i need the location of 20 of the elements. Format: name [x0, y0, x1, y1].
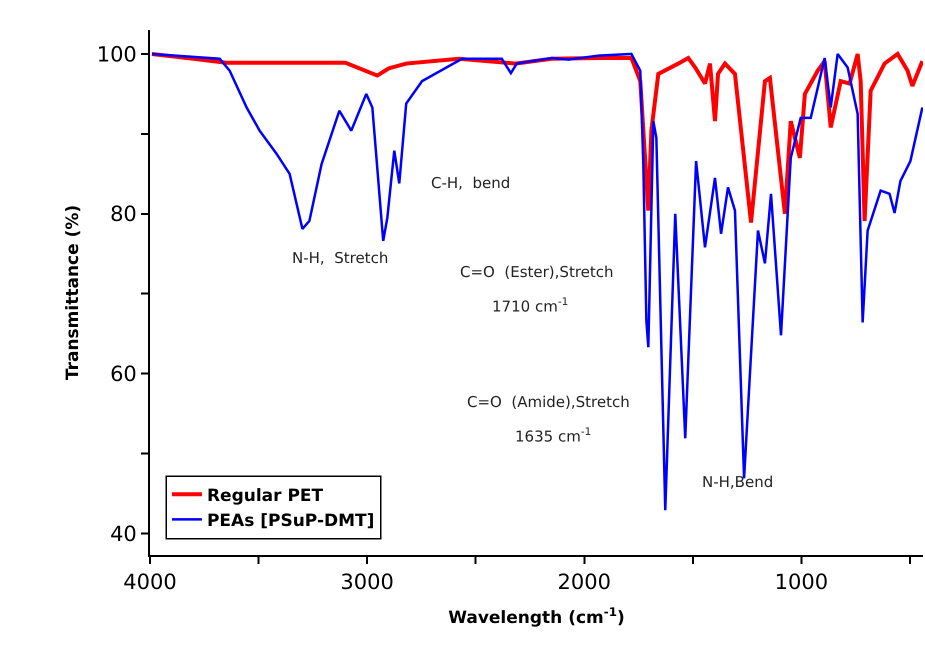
- x-tick-label: 3000: [340, 570, 394, 594]
- line-series: [150, 52, 923, 512]
- y-axis-title: Transmittance (%): [62, 204, 83, 380]
- annotation: 1710 cm$^{-1}$: [492, 296, 568, 316]
- x-axis-title: Wavelength (cm$^{-1}$): [448, 604, 625, 628]
- legend-label: Regular PET: [206, 486, 324, 506]
- annotation: C=O (Ester),Stretch: [460, 263, 614, 281]
- annotation: N-H, Stretch: [292, 249, 388, 267]
- x-tick-label: 1000: [774, 570, 828, 594]
- legend-label: PEAs [PSuP-DMT]: [206, 511, 374, 532]
- y-tick-label: 40: [110, 522, 137, 546]
- y-tick-label: 100: [96, 42, 137, 66]
- x-tick-label: 2000: [558, 570, 611, 594]
- x-tick-label: 4000: [123, 570, 177, 594]
- annotation: C-H, bend: [431, 174, 510, 192]
- annotation: 1635 cm$^{-1}$: [515, 426, 592, 446]
- annotation: C=O (Amide),Stretch: [467, 393, 630, 411]
- annotation: N-H,Bend: [702, 473, 774, 491]
- y-tick-label: 80: [110, 202, 137, 226]
- y-tick-label: 60: [110, 362, 137, 386]
